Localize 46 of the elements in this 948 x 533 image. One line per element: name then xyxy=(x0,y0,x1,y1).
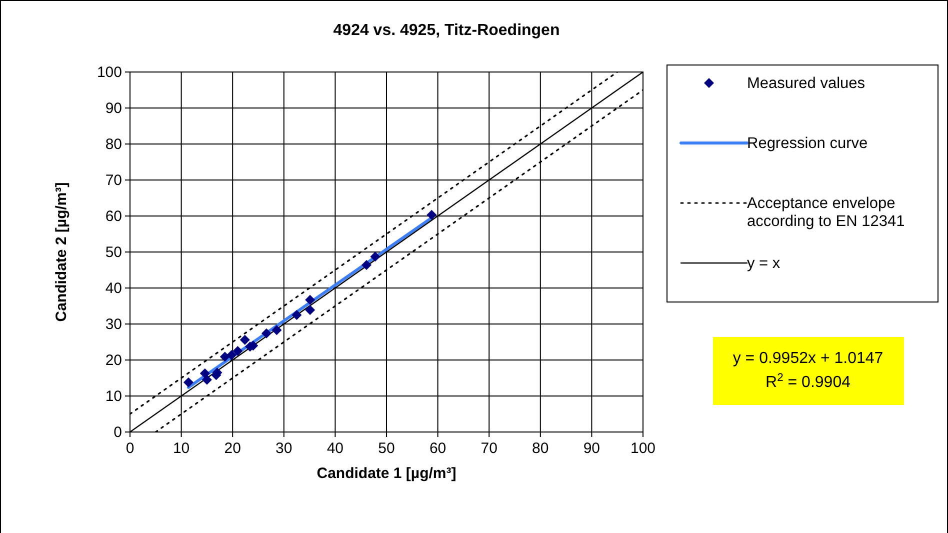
point xyxy=(361,260,372,270)
point xyxy=(426,210,437,220)
y-tick-label: 40 xyxy=(105,280,122,297)
legend-label: Acceptance envelope according to EN 12341 xyxy=(747,195,905,230)
y-tick-label: 0 xyxy=(114,424,122,441)
y-tick-label: 30 xyxy=(105,316,122,333)
y-tick-label: 80 xyxy=(105,136,122,153)
x-tick-label: 10 xyxy=(172,440,190,457)
x-axis-title: Candidate 1 [µg/m³] xyxy=(316,465,456,482)
y-tick-label: 60 xyxy=(105,208,122,225)
y-tick-label: 90 xyxy=(105,100,122,117)
chart-title: 4924 vs. 4925, Titz-Roedingen xyxy=(333,22,560,39)
legend-label: Measured values xyxy=(747,75,866,92)
point xyxy=(232,346,243,356)
point xyxy=(240,334,250,345)
y-axis-title: Candidate 2 [µg/m³] xyxy=(53,182,70,322)
y-tick-label: 70 xyxy=(105,172,122,189)
text: R$^{2}$ = 0.9904 xyxy=(766,372,851,391)
point xyxy=(370,252,380,262)
x-tick-label: 100 xyxy=(630,440,656,457)
point xyxy=(261,328,272,338)
point xyxy=(292,310,302,320)
legend-label: y = x xyxy=(747,255,780,272)
point xyxy=(183,377,194,388)
x-tick-label: 30 xyxy=(276,440,292,457)
y-tick-label: 10 xyxy=(105,388,122,405)
x-tick-label: 60 xyxy=(429,440,446,457)
point xyxy=(305,304,316,315)
point xyxy=(220,352,230,362)
x-tick-label: 80 xyxy=(532,440,549,457)
point xyxy=(226,350,237,360)
point xyxy=(272,325,282,336)
x-tick-label: 70 xyxy=(480,440,498,457)
x-tick-label: 0 xyxy=(126,440,134,457)
point xyxy=(305,294,316,305)
x-tick-label: 90 xyxy=(583,440,600,457)
text: y = 0.9952x + 1.0147 xyxy=(732,350,884,367)
legend-label: Regression curve xyxy=(747,135,868,152)
y-tick-label: 20 xyxy=(105,352,122,369)
y-tick-label: 50 xyxy=(105,244,122,261)
point xyxy=(202,374,212,385)
point xyxy=(200,368,210,378)
y-tick-label: 100 xyxy=(96,64,122,81)
x-tick-label: 50 xyxy=(378,440,395,457)
x-tick-label: 40 xyxy=(326,440,344,457)
x-tick-label: 20 xyxy=(224,440,241,457)
